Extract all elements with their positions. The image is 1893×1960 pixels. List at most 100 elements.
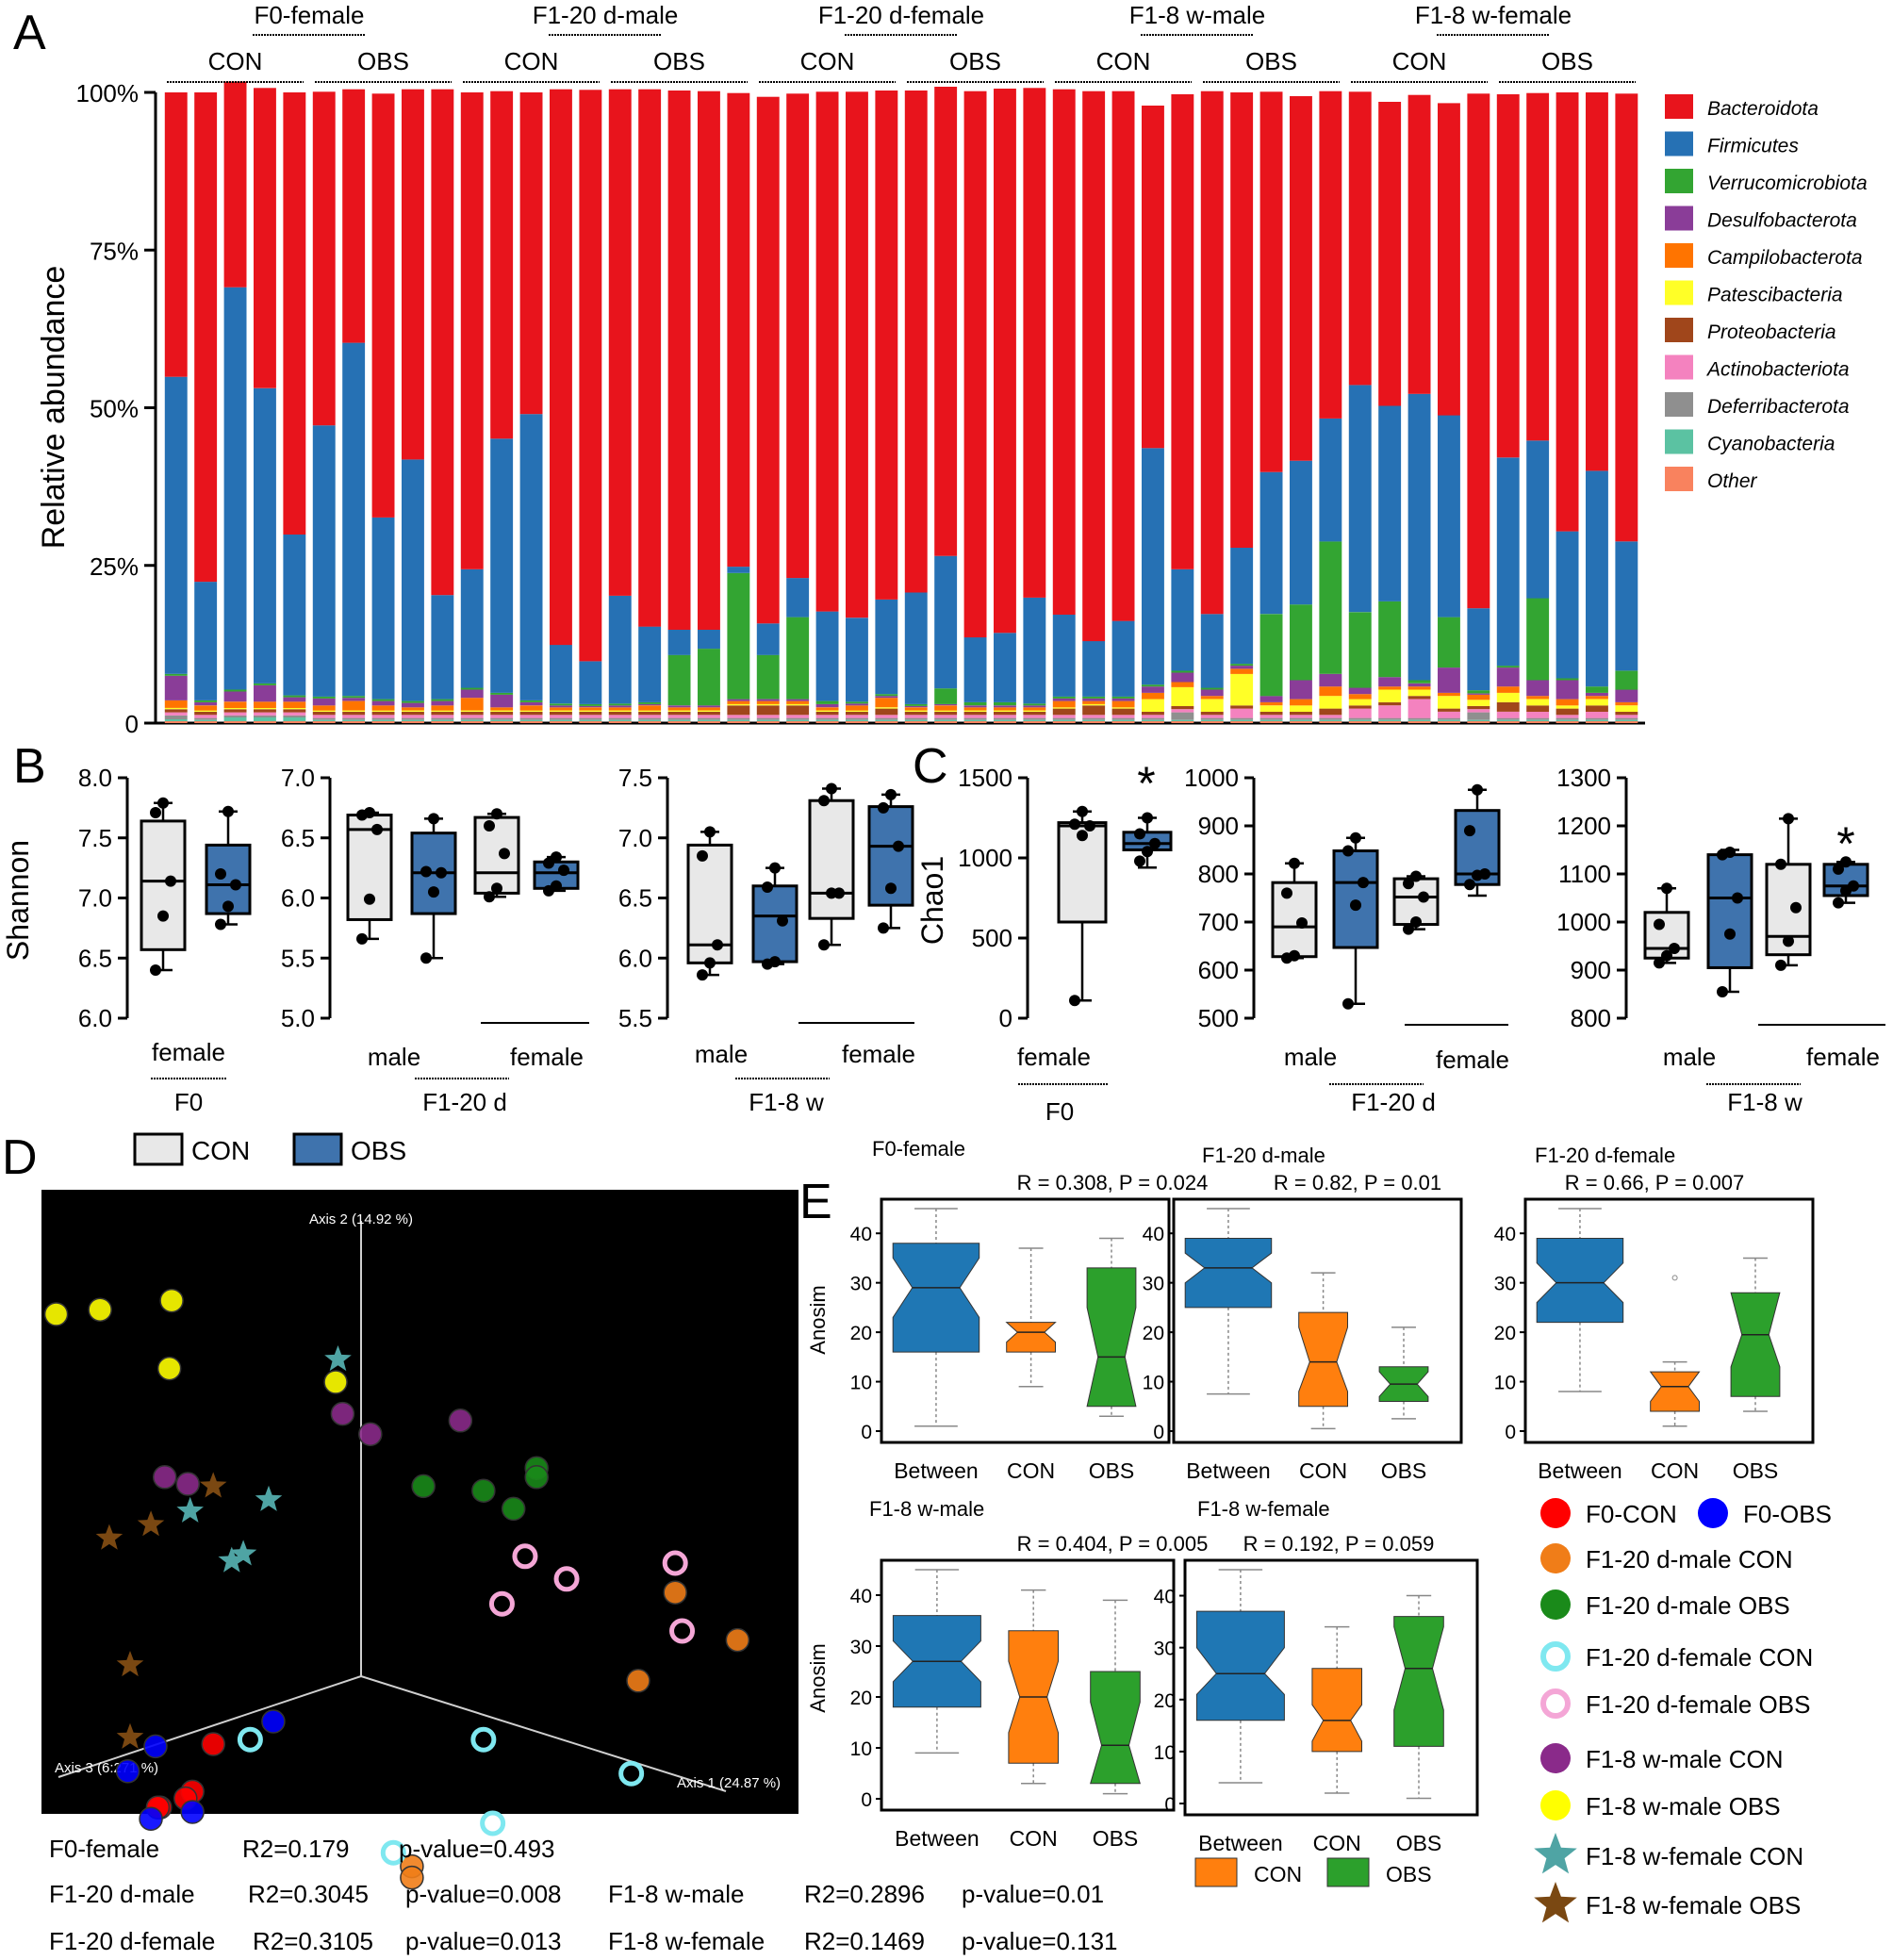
panel-b-y-label: Shannon xyxy=(1,840,35,961)
anosim-y-tick-label: 10 xyxy=(850,1373,872,1394)
bar-segment-verrucomicrobiota xyxy=(1556,678,1579,681)
data-point xyxy=(1833,863,1844,875)
panel-C3-y-tick-label: 900 xyxy=(1571,956,1611,984)
bar-segment-cyanobacteria xyxy=(1615,719,1638,721)
bar-segment-desulfobacterota xyxy=(994,705,1016,708)
data-point xyxy=(1472,783,1483,796)
data-point xyxy=(885,788,897,800)
bar-segment-verrucomicrobiota xyxy=(698,649,720,706)
data-point xyxy=(230,879,241,891)
bar-segment-campilobacterota xyxy=(638,705,662,711)
legend-swatch-con xyxy=(133,1132,184,1166)
bar-segment-actinobacteriota xyxy=(786,715,810,718)
bar-segment-bacteroidota xyxy=(1467,93,1490,609)
panel-B3-y-tick-label: 7.5 xyxy=(618,764,652,792)
bar-segment-cyanobacteria xyxy=(667,719,691,721)
anosim-x-label: CON xyxy=(1299,1458,1347,1483)
bar-segment-deferribacterota xyxy=(431,717,454,720)
pcoa-stat-p: p-value=0.493 xyxy=(399,1835,555,1863)
bar-segment-bacteroidota xyxy=(1200,91,1224,615)
pcoa-point-f1-20-d-female-obs xyxy=(488,1590,515,1617)
bar-segment-other xyxy=(1556,721,1579,723)
data-point xyxy=(1661,882,1672,895)
bar-segment-firmicutes xyxy=(431,595,454,700)
pcoa-stat-name: F1-20 d-male xyxy=(49,1880,195,1908)
bar-segment-firmicutes xyxy=(1467,608,1490,691)
data-point xyxy=(1654,957,1665,969)
pcoa-point-f1-8-w-female-obs xyxy=(95,1524,123,1550)
bar-segment-verrucomicrobiota xyxy=(1052,696,1076,699)
bar-segment-desulfobacterota xyxy=(727,699,750,701)
bar-segment-patescibacteria xyxy=(875,707,898,709)
bar-segment-actinobacteriota xyxy=(1467,709,1490,713)
pcoa-point-f1-20-d-male-obs xyxy=(411,1474,436,1499)
bar-segment-bacteroidota xyxy=(1496,94,1520,458)
bar-segment-proteobacteria xyxy=(1378,701,1402,706)
bar-segment-campilobacterota xyxy=(254,701,276,708)
bar-segment-cyanobacteria xyxy=(1407,719,1431,721)
panel-a-group-header: F0-female xyxy=(254,1,364,29)
pcoa-point-f1-20-d-female-obs xyxy=(512,1543,538,1570)
bar-segment-actinobacteriota xyxy=(194,715,218,718)
bar-segment-proteobacteria xyxy=(371,712,395,716)
panel-a-y-tick-label: 0 xyxy=(125,710,139,738)
bar-segment-actinobacteriota xyxy=(550,715,572,718)
bar-segment-other xyxy=(1319,721,1342,723)
bar-segment-deferribacterota xyxy=(402,717,424,720)
bar-segment-bacteroidota xyxy=(698,91,720,630)
group-legend-label: F1-20 d-female CON xyxy=(1586,1643,1813,1672)
anosim-y-tick-label: 40 xyxy=(850,1586,872,1607)
bar-segment-cyanobacteria xyxy=(194,719,218,721)
bar-segment-campilobacterota xyxy=(1142,692,1164,700)
bar-segment-firmicutes xyxy=(934,555,958,689)
bar-segment-other xyxy=(1526,721,1550,723)
panel-B3-y-tick-label: 5.5 xyxy=(618,1004,652,1032)
bar-segment-patescibacteria xyxy=(1052,707,1076,709)
bar-segment-deferribacterota xyxy=(254,716,276,717)
box-con xyxy=(808,799,855,920)
legend-label-con: CON xyxy=(1254,1862,1302,1886)
bar-segment-other xyxy=(579,721,602,723)
anosim-y-tick-label: 30 xyxy=(850,1637,872,1658)
bar-segment-deferribacterota xyxy=(756,717,780,720)
bar-segment-campilobacterota xyxy=(934,705,958,711)
bar-segment-deferribacterota xyxy=(1142,717,1164,720)
anosim-x-label: Between xyxy=(1198,1831,1283,1855)
box-con xyxy=(1271,881,1318,959)
legend-swatch-bacteroidota xyxy=(1665,94,1693,119)
data-point xyxy=(1669,943,1680,955)
anosim-stats: R = 0.308, P = 0.024 xyxy=(1017,1171,1209,1194)
legend-swatch-obs xyxy=(1326,1857,1370,1887)
legend-label-deferribacterota: Deferribacterota xyxy=(1707,396,1850,418)
bar-segment-verrucomicrobiota xyxy=(756,654,780,700)
anosim-y-tick-label: 40 xyxy=(1494,1224,1516,1245)
pcoa-axis-2-label: Axis 2 (14.92 %) xyxy=(309,1211,413,1227)
anosim-stats: R = 0.82, P = 0.01 xyxy=(1274,1171,1441,1194)
bar-segment-actinobacteriota xyxy=(1348,708,1372,718)
anosim-y-tick-label: 40 xyxy=(1143,1224,1164,1245)
pcoa-point-f0-obs xyxy=(261,1709,286,1734)
bar-segment-desulfobacterota xyxy=(1230,666,1254,669)
bar-segment-campilobacterota xyxy=(1615,701,1638,706)
bar-segment-desulfobacterota xyxy=(431,700,454,706)
bar-segment-patescibacteria xyxy=(490,710,514,712)
data-point xyxy=(1724,928,1736,940)
panel-B3-y-tick-label: 6.0 xyxy=(618,944,652,972)
bar-segment-actinobacteriota xyxy=(1171,709,1194,713)
bar-segment-cyanobacteria xyxy=(490,719,514,721)
legend-label-actinobacteriota: Actinobacteriota xyxy=(1705,359,1850,381)
bar-segment-verrucomicrobiota xyxy=(460,687,484,690)
data-point xyxy=(157,797,169,809)
bar-segment-bacteroidota xyxy=(786,93,810,579)
bar-segment-proteobacteria xyxy=(756,705,780,716)
panel-b-xlabel-male: male xyxy=(368,1043,420,1071)
legend-label-other: Other xyxy=(1707,470,1758,492)
bar-segment-bacteroidota xyxy=(1082,91,1106,642)
pcoa-point-f1-8-w-female-con xyxy=(255,1485,283,1511)
bar-segment-verrucomicrobiota xyxy=(431,699,454,701)
bar-segment-cyanobacteria xyxy=(460,719,484,721)
data-point xyxy=(1654,918,1665,931)
bar-segment-other xyxy=(1023,721,1046,723)
pcoa-axis-3 xyxy=(58,1675,362,1778)
bar-segment-firmicutes xyxy=(460,568,484,688)
